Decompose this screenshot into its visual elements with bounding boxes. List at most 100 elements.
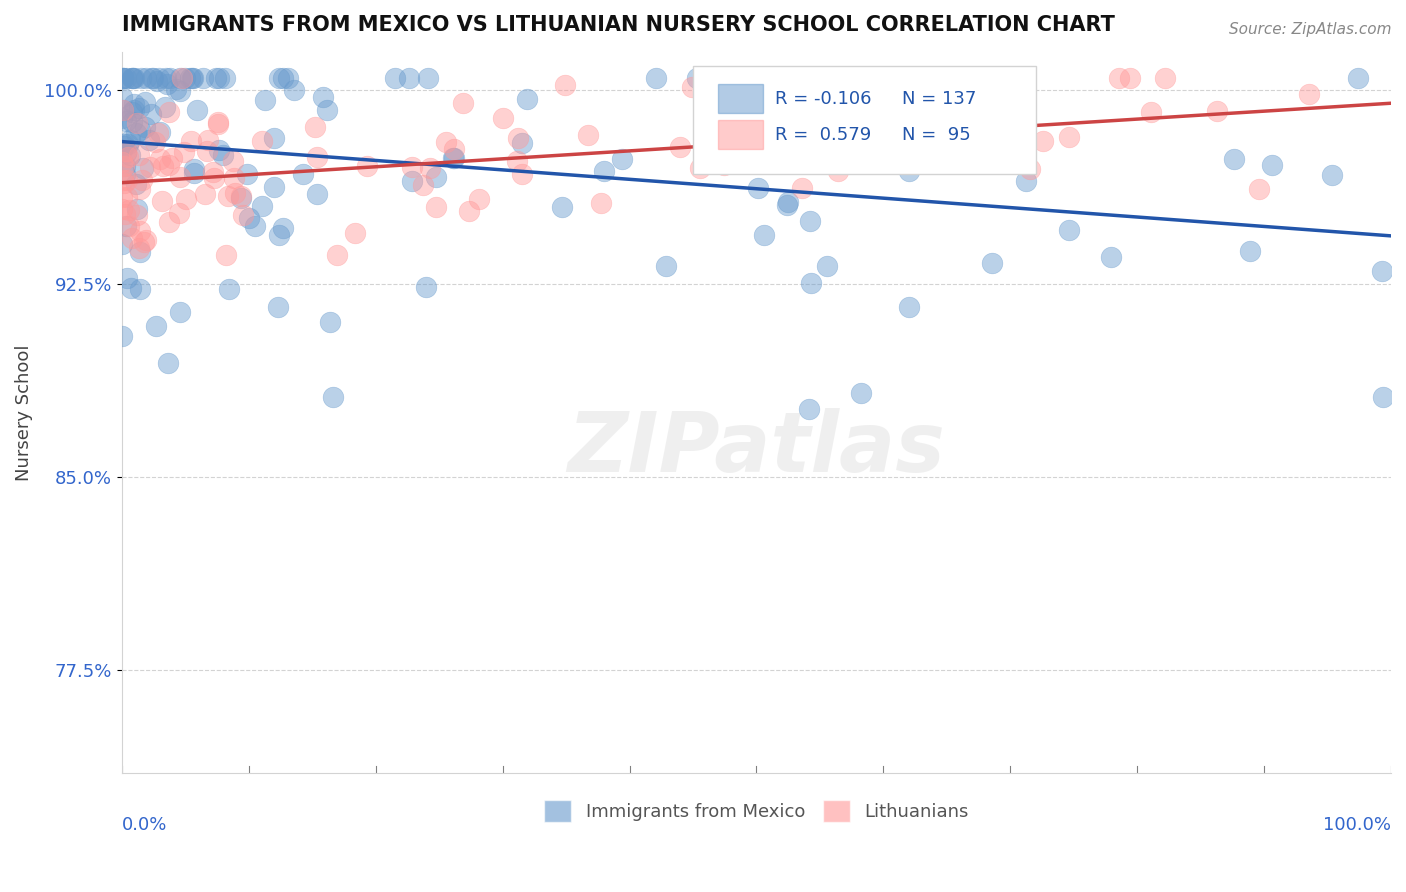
Point — [194, 187, 217, 202]
Point — [186, 103, 208, 117]
Point — [128, 224, 150, 238]
Point — [129, 282, 152, 296]
Point — [898, 164, 921, 178]
Point — [131, 173, 153, 187]
Point — [1032, 134, 1054, 148]
Point — [425, 169, 447, 184]
Point — [134, 95, 156, 109]
FancyBboxPatch shape — [718, 120, 763, 149]
Point — [645, 70, 668, 85]
Point — [146, 73, 169, 87]
Point — [135, 70, 157, 85]
Point — [111, 173, 134, 187]
Point — [1223, 152, 1246, 166]
Point — [112, 136, 135, 151]
Point — [121, 70, 143, 85]
Point — [208, 70, 231, 85]
Point — [111, 103, 134, 117]
Point — [610, 152, 633, 166]
Point — [510, 136, 533, 150]
Point — [208, 143, 231, 157]
Point — [1014, 174, 1036, 188]
Point — [451, 95, 474, 110]
Point — [120, 281, 142, 295]
Point — [980, 256, 1002, 270]
Point — [492, 111, 515, 125]
Point — [172, 70, 194, 85]
Point — [157, 105, 180, 120]
Point — [115, 271, 138, 285]
Point — [1206, 104, 1229, 119]
Point — [655, 259, 678, 273]
Point — [412, 178, 434, 192]
Point — [111, 143, 134, 157]
Point — [443, 142, 465, 156]
Point — [897, 301, 920, 315]
Point — [165, 82, 187, 96]
Point — [1320, 168, 1343, 182]
Point — [1347, 70, 1369, 85]
Point — [551, 201, 574, 215]
Point — [148, 70, 170, 85]
Point — [155, 100, 177, 114]
Point — [114, 159, 136, 173]
Point — [143, 135, 166, 149]
Point — [668, 139, 690, 153]
Point — [173, 70, 195, 85]
Point — [179, 70, 201, 85]
Point — [291, 168, 314, 182]
Point — [516, 92, 538, 106]
Point — [1057, 129, 1080, 144]
Point — [418, 70, 440, 85]
Point — [169, 206, 191, 220]
Point — [1239, 244, 1261, 259]
Text: IMMIGRANTS FROM MEXICO VS LITHUANIAN NURSERY SCHOOL CORRELATION CHART: IMMIGRANTS FROM MEXICO VS LITHUANIAN NUR… — [122, 15, 1115, 35]
Point — [111, 328, 134, 343]
Point — [128, 101, 150, 115]
Point — [129, 70, 152, 85]
Point — [778, 194, 800, 209]
Point — [222, 171, 245, 186]
Point — [1298, 87, 1320, 102]
Point — [934, 106, 956, 120]
Point — [145, 318, 167, 333]
Point — [218, 282, 240, 296]
Point — [149, 152, 172, 166]
Point — [141, 70, 163, 85]
Point — [112, 176, 135, 190]
Point — [169, 84, 191, 98]
Point — [160, 151, 183, 165]
Point — [129, 245, 152, 260]
Point — [443, 152, 465, 166]
Point — [506, 130, 529, 145]
Point — [212, 147, 235, 161]
Point — [217, 189, 239, 203]
Point — [135, 233, 157, 247]
Point — [125, 177, 148, 191]
Point — [263, 180, 285, 194]
Point — [127, 116, 149, 130]
Point — [191, 70, 214, 85]
Point — [134, 120, 156, 135]
Point — [305, 150, 328, 164]
Point — [467, 192, 489, 206]
FancyBboxPatch shape — [693, 66, 1036, 175]
Point — [157, 158, 180, 172]
Point — [115, 70, 138, 85]
Point — [851, 385, 873, 400]
Point — [415, 280, 437, 294]
Point — [111, 90, 134, 104]
Point — [1140, 104, 1163, 119]
Point — [713, 158, 735, 172]
Point — [800, 276, 823, 290]
Point — [183, 162, 205, 177]
Point — [1018, 161, 1040, 176]
Point — [238, 211, 260, 225]
Point — [401, 160, 423, 174]
Point — [156, 356, 179, 370]
Point — [159, 70, 181, 85]
Point — [121, 105, 143, 120]
Point — [201, 165, 224, 179]
Point — [1261, 158, 1284, 172]
Point — [592, 163, 614, 178]
